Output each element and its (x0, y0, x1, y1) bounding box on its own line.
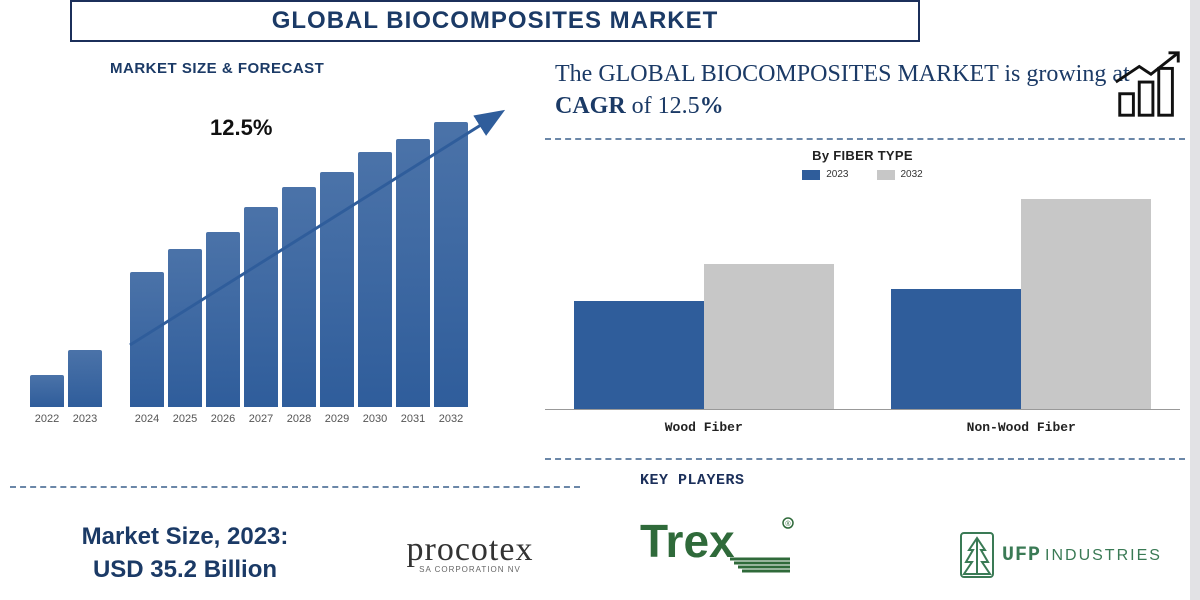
fiber-category-label: Non-Wood Fiber (863, 420, 1181, 435)
fiber-type-chart: By FIBER TYPE 2023 2032 Wood FiberNon-Woo… (545, 148, 1180, 458)
forecast-bar: 2022 (30, 375, 64, 425)
svg-text:®: ® (785, 520, 791, 528)
headline-part: of 12.5 (626, 93, 700, 119)
key-players-label: KEY PLAYERS (640, 472, 745, 489)
fiber-bar-2032 (1021, 199, 1151, 409)
legend-label: 2032 (901, 169, 923, 180)
logo-procotex-sub: SA CORPORATION NV (360, 565, 580, 574)
forecast-bar: 2029 (320, 172, 354, 425)
logo-ufp-name: UFP (1002, 544, 1041, 567)
divider-dashed (10, 486, 580, 488)
logo-procotex: procotex SA CORPORATION NV (360, 531, 580, 574)
fiber-bar-2032 (704, 264, 834, 409)
forecast-bar: 2023 (68, 350, 102, 425)
market-size-line2: USD 35.2 Billion (35, 554, 335, 586)
forecast-chart-plot: 12.5% 2022202320242025202620272028202920… (30, 85, 530, 425)
forecast-year-label: 2023 (73, 413, 97, 425)
forecast-year-label: 2028 (287, 413, 311, 425)
fiber-bar-2023 (574, 301, 704, 409)
forecast-year-label: 2022 (35, 413, 59, 425)
forecast-bar: 2031 (396, 139, 430, 425)
forecast-bar: 2032 (434, 122, 468, 425)
headline-part: CAGR (555, 93, 626, 119)
headline-part: The (555, 61, 598, 87)
fiber-chart-categories: Wood FiberNon-Wood Fiber (545, 420, 1180, 435)
market-size-block: Market Size, 2023: USD 35.2 Billion (35, 521, 335, 586)
fiber-chart-legend: 2023 2032 (545, 169, 1180, 180)
forecast-chart-title: MARKET SIZE & FORECAST (110, 60, 530, 77)
divider-dashed (545, 458, 1185, 460)
forecast-bar: 2026 (206, 232, 240, 425)
legend-swatch (802, 170, 820, 180)
forecast-bar: 2025 (168, 249, 202, 425)
forecast-bar: 2028 (282, 187, 316, 425)
forecast-year-label: 2025 (173, 413, 197, 425)
decorative-edge (1190, 0, 1200, 600)
fiber-title-prefix: By (812, 148, 833, 163)
tree-icon (960, 532, 994, 578)
legend-swatch (877, 170, 895, 180)
forecast-year-label: 2029 (325, 413, 349, 425)
market-size-line1: Market Size, 2023: (35, 521, 335, 553)
legend-item: 2032 (877, 169, 923, 180)
forecast-bar: 2030 (358, 152, 392, 425)
fiber-category-label: Wood Fiber (545, 420, 863, 435)
logo-ufp-sub: INDUSTRIES (1045, 547, 1162, 564)
growth-chart-icon (1110, 48, 1188, 120)
logo-ufp: UFP INDUSTRIES (960, 532, 1190, 578)
divider-dashed (545, 138, 1185, 140)
forecast-year-label: 2026 (211, 413, 235, 425)
fiber-title-main: FIBER TYPE (833, 148, 913, 163)
logo-trex: Trex ® (640, 511, 800, 586)
fiber-group (863, 199, 1181, 409)
page-title: GLOBAL BIOCOMPOSITES MARKET (272, 7, 719, 35)
forecast-year-label: 2024 (135, 413, 159, 425)
headline-part: GLOBAL BIOCOMPOSITES MARKET (598, 61, 1004, 87)
fiber-group (545, 264, 863, 409)
forecast-year-label: 2030 (363, 413, 387, 425)
forecast-bar: 2024 (130, 272, 164, 425)
fiber-chart-plot (545, 190, 1180, 410)
svg-text:Trex: Trex (640, 515, 735, 567)
logo-procotex-name: procotex (360, 531, 580, 569)
headline-text: The GLOBAL BIOCOMPOSITES MARKET is growi… (555, 58, 1175, 123)
forecast-chart: MARKET SIZE & FORECAST 12.5% 20222023202… (30, 60, 530, 460)
forecast-year-label: 2031 (401, 413, 425, 425)
forecast-bars-row: 2022 2023 2024 2025 2026 2027 2028 2029 2030 2031… (30, 125, 530, 425)
page-title-banner: GLOBAL BIOCOMPOSITES MARKET (70, 0, 920, 42)
forecast-year-label: 2032 (439, 413, 463, 425)
legend-item: 2023 (802, 169, 848, 180)
fiber-chart-title: By FIBER TYPE (545, 148, 1180, 163)
forecast-bar: 2027 (244, 207, 278, 425)
legend-label: 2023 (826, 169, 848, 180)
fiber-bar-2023 (891, 289, 1021, 409)
headline-part: % (700, 93, 724, 119)
forecast-year-label: 2027 (249, 413, 273, 425)
